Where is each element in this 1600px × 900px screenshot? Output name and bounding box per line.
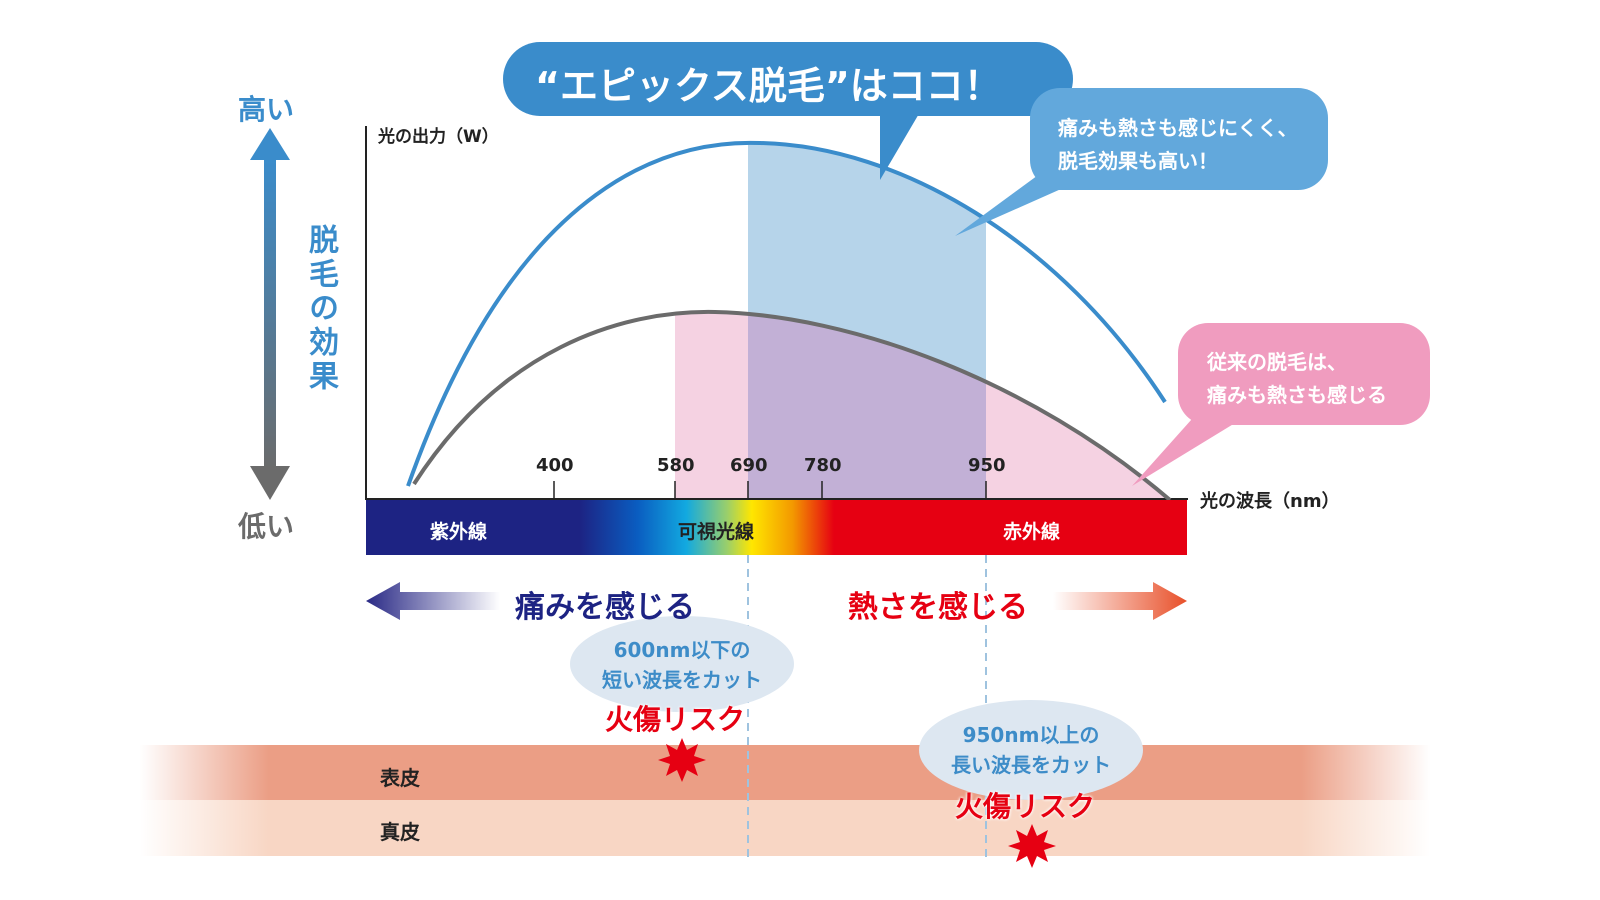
effect-axis-label: 脱毛の効果 [303,224,338,394]
epix-callout-line: 痛みも熱さも感じにくく、 [1058,116,1298,140]
tick-label: 950 [968,455,1006,476]
burst-icon [658,738,706,782]
tick-label: 400 [536,455,574,476]
note-line: 短い波長をカット [602,668,762,692]
burst-icon [1008,824,1056,868]
dermis-label: 真皮 [380,820,420,844]
conventional-callout: 従来の脱毛は、 痛みも熱さも感じる [1207,346,1387,412]
effect-low-label: 低い [238,510,295,543]
epidermis-label: 表皮 [380,766,420,790]
conventional-output-curve [412,309,1172,502]
conventional-callout-line: 従来の脱毛は、 [1207,350,1347,374]
tick-label: 580 [657,455,695,476]
conventional-bubble [1178,323,1430,425]
effect-high-label: 高い [238,93,295,126]
burn-risk-left: 火傷リスク [605,703,746,736]
long-cut-oval [919,700,1143,800]
epix-callout: 痛みも熱さも感じにくく、 脱毛効果も高い！ [1058,112,1298,178]
ir-label: 赤外線 [1003,521,1061,543]
note-line: 600nm以下の [613,638,751,662]
conventional-callout-line: 痛みも熱さも感じる [1207,383,1387,407]
effect-arrow-shaft [264,158,276,470]
spectrum-bar [366,500,1187,555]
pain-label: 痛みを感じる [515,590,695,625]
visible-label: 可視光線 [678,521,755,543]
burn-risk-right: 火傷リスク [955,790,1096,823]
arrow-up-icon [250,128,290,160]
x-axis-label: 光の波長（nm） [1200,491,1340,512]
title-callout: “エピックス脱毛”はココ！ [535,64,1002,108]
arrow-down-icon [250,466,290,500]
tick-label: 780 [804,455,842,476]
short-cut-oval [570,616,794,712]
note-line: 長い波長をカット [951,753,1111,777]
heat-label: 熱さを感じる [848,590,1028,625]
y-axis-label: 光の出力（W） [378,127,499,147]
arrow-left-icon [366,582,500,620]
uv-label: 紫外線 [430,521,488,543]
short-cut-note: 600nm以下の 短い波長をカット [582,635,782,695]
title-bubble [503,42,1073,116]
epix-callout-line: 脱毛効果も高い！ [1058,149,1218,173]
epix-output-curve [406,140,1167,487]
note-line: 950nm以上の [962,723,1100,747]
arrow-right-icon [1053,582,1187,620]
epix-bubble [1030,88,1328,190]
x-ticks [553,481,987,499]
long-cut-note: 950nm以上の 長い波長をカット [931,720,1131,780]
tick-label: 690 [730,455,768,476]
